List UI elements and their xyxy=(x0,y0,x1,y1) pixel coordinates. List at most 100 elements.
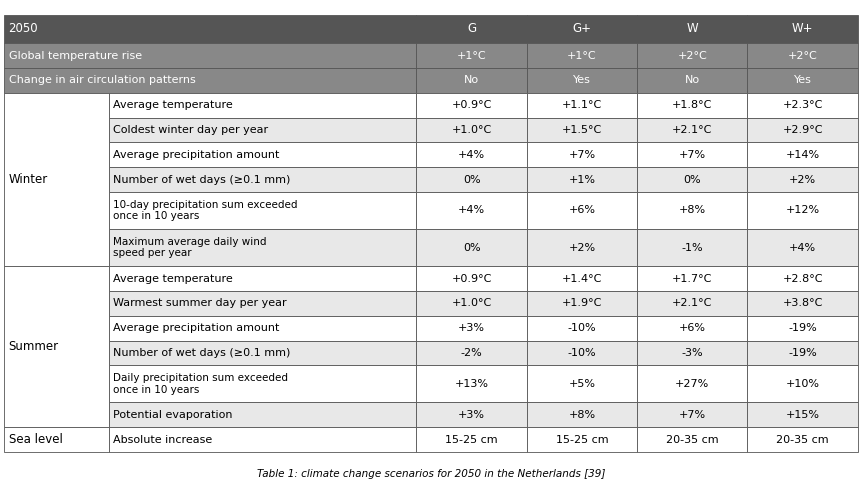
Text: +1%: +1% xyxy=(567,174,595,185)
Bar xyxy=(526,341,636,365)
Bar xyxy=(4,93,108,266)
Bar xyxy=(526,291,636,316)
Bar xyxy=(416,167,526,192)
Text: Average temperature: Average temperature xyxy=(113,274,232,284)
Text: +3.8°C: +3.8°C xyxy=(782,298,821,309)
Text: G+: G+ xyxy=(572,22,591,35)
Bar xyxy=(108,167,416,192)
Text: +0.9°C: +0.9°C xyxy=(451,274,492,284)
Bar xyxy=(746,266,857,291)
Bar xyxy=(636,118,746,142)
Bar xyxy=(746,316,857,341)
Text: +1.5°C: +1.5°C xyxy=(561,125,601,135)
Bar xyxy=(416,427,526,452)
Text: 0%: 0% xyxy=(462,174,480,185)
Bar xyxy=(416,341,526,365)
Bar xyxy=(746,365,857,402)
Text: +6%: +6% xyxy=(567,206,595,215)
Text: Daily precipitation sum exceeded
once in 10 years: Daily precipitation sum exceeded once in… xyxy=(113,373,288,395)
Text: Table 1: climate change scenarios for 2050 in the Netherlands [39]: Table 1: climate change scenarios for 20… xyxy=(257,469,604,479)
Text: Winter: Winter xyxy=(9,173,48,186)
Bar xyxy=(746,341,857,365)
Bar xyxy=(746,93,857,118)
Bar xyxy=(108,341,416,365)
Bar xyxy=(526,365,636,402)
Text: -10%: -10% xyxy=(567,323,596,333)
Text: Yes: Yes xyxy=(793,75,810,86)
Bar xyxy=(108,427,416,452)
Bar xyxy=(526,43,636,68)
Bar xyxy=(108,118,416,142)
Bar xyxy=(4,68,416,93)
Text: +1.7°C: +1.7°C xyxy=(672,274,711,284)
Text: Yes: Yes xyxy=(573,75,590,86)
Bar xyxy=(4,266,108,427)
Bar xyxy=(416,229,526,266)
Text: +7%: +7% xyxy=(678,410,705,420)
Bar xyxy=(416,316,526,341)
Text: -1%: -1% xyxy=(681,243,703,253)
Bar xyxy=(526,15,636,43)
Text: 10-day precipitation sum exceeded
once in 10 years: 10-day precipitation sum exceeded once i… xyxy=(113,200,297,221)
Text: +8%: +8% xyxy=(567,410,595,420)
Bar xyxy=(636,291,746,316)
Text: Summer: Summer xyxy=(9,340,59,353)
Bar xyxy=(746,142,857,167)
Text: +1.8°C: +1.8°C xyxy=(672,100,711,110)
Text: +2%: +2% xyxy=(567,243,595,253)
Bar xyxy=(746,402,857,427)
Text: +1.1°C: +1.1°C xyxy=(561,100,601,110)
Text: +7%: +7% xyxy=(678,150,705,160)
Text: 0%: 0% xyxy=(462,243,480,253)
Bar xyxy=(746,118,857,142)
Bar xyxy=(416,142,526,167)
Text: 20-35 cm: 20-35 cm xyxy=(666,434,718,445)
Bar xyxy=(636,316,746,341)
Text: +2.1°C: +2.1°C xyxy=(672,298,711,309)
Text: +13%: +13% xyxy=(454,379,488,389)
Bar xyxy=(636,427,746,452)
Text: +12%: +12% xyxy=(784,206,819,215)
Bar xyxy=(416,15,526,43)
Bar xyxy=(746,15,857,43)
Bar xyxy=(4,43,416,68)
Text: Average precipitation amount: Average precipitation amount xyxy=(113,323,279,333)
Text: -10%: -10% xyxy=(567,348,596,358)
Text: +1.0°C: +1.0°C xyxy=(451,125,491,135)
Bar xyxy=(526,142,636,167)
Text: Maximum average daily wind
speed per year: Maximum average daily wind speed per yea… xyxy=(113,237,266,259)
Text: +1.9°C: +1.9°C xyxy=(561,298,602,309)
Bar xyxy=(526,229,636,266)
Bar xyxy=(746,68,857,93)
Bar xyxy=(636,43,746,68)
Bar xyxy=(526,93,636,118)
Bar xyxy=(108,291,416,316)
Bar xyxy=(746,167,857,192)
Text: Potential evaporation: Potential evaporation xyxy=(113,410,232,420)
Text: W: W xyxy=(685,22,697,35)
Text: +14%: +14% xyxy=(784,150,819,160)
Bar xyxy=(746,229,857,266)
Bar xyxy=(108,365,416,402)
Bar xyxy=(108,229,416,266)
Bar xyxy=(636,68,746,93)
Text: 15-25 cm: 15-25 cm xyxy=(555,434,608,445)
Text: +15%: +15% xyxy=(784,410,819,420)
Bar xyxy=(108,93,416,118)
Bar xyxy=(416,402,526,427)
Text: +3%: +3% xyxy=(457,410,485,420)
Text: +27%: +27% xyxy=(674,379,709,389)
Text: +2.9°C: +2.9°C xyxy=(782,125,822,135)
Text: +4%: +4% xyxy=(457,206,485,215)
Text: +3%: +3% xyxy=(457,323,485,333)
Bar xyxy=(526,266,636,291)
Bar xyxy=(746,427,857,452)
Text: +2.1°C: +2.1°C xyxy=(672,125,711,135)
Text: 0%: 0% xyxy=(683,174,700,185)
Text: G: G xyxy=(467,22,475,35)
Text: +10%: +10% xyxy=(784,379,819,389)
Text: Number of wet days (≥0.1 mm): Number of wet days (≥0.1 mm) xyxy=(113,348,290,358)
Bar xyxy=(526,192,636,229)
Text: -19%: -19% xyxy=(787,348,816,358)
Bar xyxy=(636,266,746,291)
